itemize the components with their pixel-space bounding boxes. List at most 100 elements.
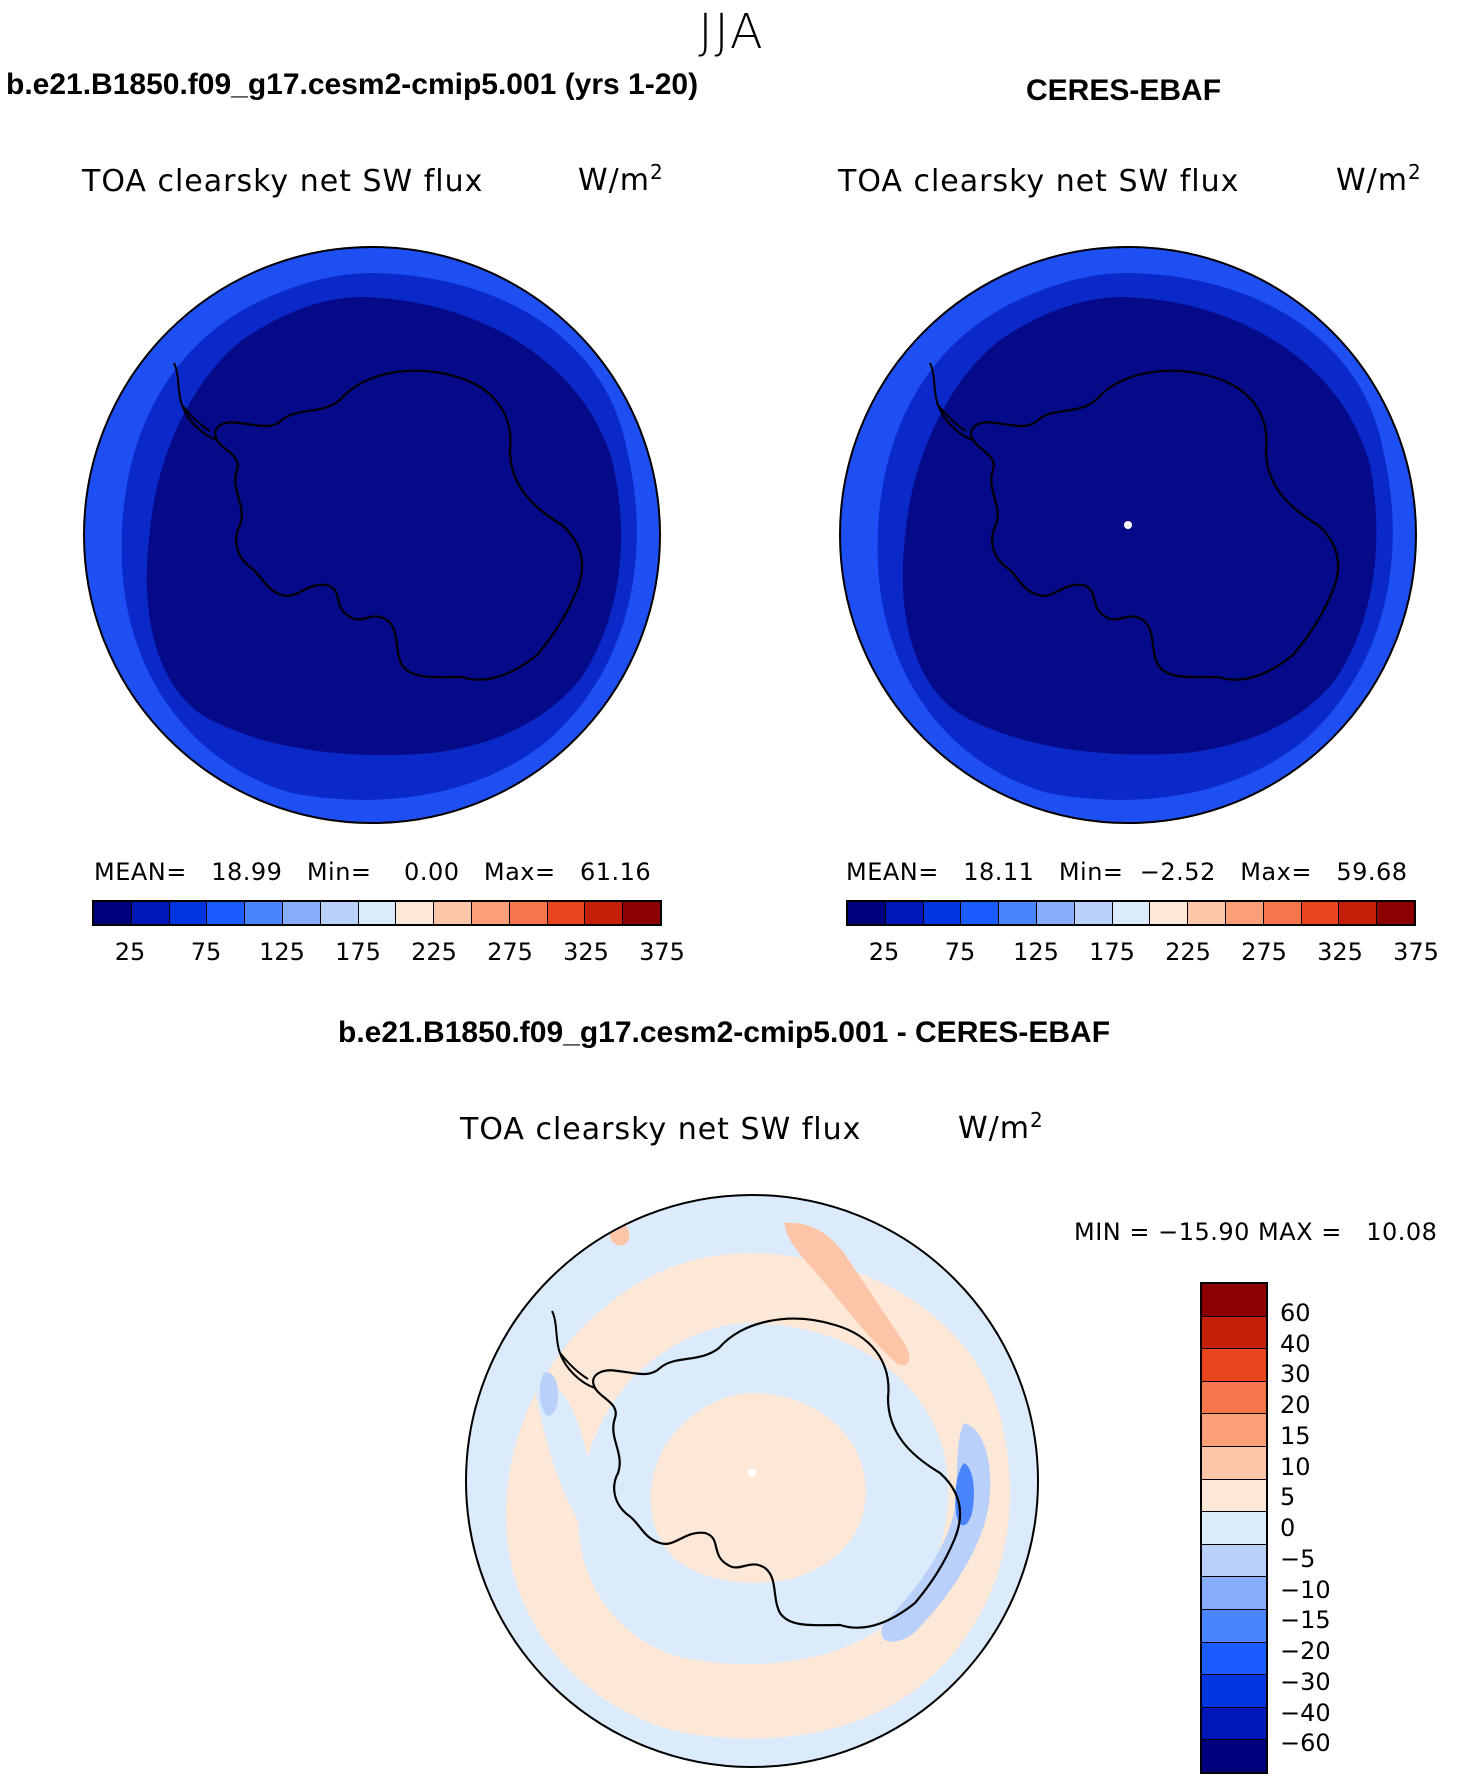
colorbar-swatch bbox=[94, 902, 132, 924]
colorbar-tick-label: −10 bbox=[1280, 1575, 1331, 1604]
panel-1-inner-field bbox=[146, 297, 622, 756]
colorbar-swatch bbox=[1301, 902, 1340, 924]
colorbar-tick-label: 275 bbox=[1241, 938, 1287, 966]
panel-1-peninsula bbox=[173, 362, 218, 441]
colorbar-tick-label: −15 bbox=[1280, 1606, 1331, 1635]
panel-3-variable: TOA clearsky net SW flux bbox=[460, 1112, 862, 1147]
colorbar-swatch bbox=[1339, 902, 1378, 924]
colorbar-swatch bbox=[1112, 902, 1151, 924]
colorbar-tick-label: 25 bbox=[114, 938, 146, 966]
panel-1-title: b.e21.B1850.f09_g17.cesm2-cmip5.001 (yrs… bbox=[6, 68, 699, 101]
panel-3-pole-dot bbox=[748, 1469, 756, 1477]
colorbar-swatch bbox=[885, 902, 924, 924]
colorbar-tick-label: 225 bbox=[1165, 938, 1211, 966]
panel-2-colorbar bbox=[846, 900, 1416, 926]
colorbar-swatch bbox=[585, 902, 624, 924]
colorbar-swatch bbox=[1202, 1349, 1266, 1382]
panel-1-stats: MEAN= 18.99 Min= 0.00 Max= 61.16 bbox=[94, 858, 652, 886]
panel-2-map bbox=[839, 246, 1417, 824]
panel-1-antarctica-coastline bbox=[214, 369, 584, 681]
colorbar-tick-label: 20 bbox=[1280, 1391, 1311, 1419]
colorbar-swatch bbox=[1202, 1284, 1266, 1317]
colorbar-tick-label: 75 bbox=[944, 938, 976, 966]
colorbar-swatch bbox=[1202, 1446, 1266, 1480]
colorbar-tick-label: 175 bbox=[1089, 938, 1135, 966]
colorbar-tick-label: 40 bbox=[1280, 1329, 1311, 1358]
panel-2-variable: TOA clearsky net SW flux bbox=[838, 164, 1240, 199]
colorbar-swatch bbox=[1202, 1740, 1266, 1772]
colorbar-swatch bbox=[1202, 1707, 1266, 1741]
colorbar-swatch bbox=[1202, 1609, 1266, 1643]
colorbar-swatch bbox=[547, 902, 586, 924]
colorbar-swatch bbox=[245, 902, 283, 924]
colorbar-tick-label: −20 bbox=[1280, 1637, 1331, 1665]
colorbar-swatch bbox=[623, 902, 660, 924]
colorbar-swatch bbox=[923, 902, 962, 924]
panel-1-variable: TOA clearsky net SW flux bbox=[82, 164, 484, 199]
panel-3-peninsula bbox=[551, 1310, 596, 1389]
colorbar-tick-label: −60 bbox=[1280, 1729, 1331, 1758]
panel-3-negative-band-ring bbox=[578, 1323, 949, 1665]
colorbar-swatch bbox=[1202, 1642, 1266, 1676]
panel-1-map bbox=[83, 246, 661, 824]
panel-1-colorbar-ticks: 25 75 125 175 225 275 325 375 bbox=[92, 938, 685, 968]
colorbar-swatch bbox=[848, 902, 886, 924]
panel-2-antarctica-coastline bbox=[970, 369, 1340, 681]
colorbar-swatch bbox=[1202, 1675, 1266, 1708]
colorbar-tick-label: 325 bbox=[563, 938, 609, 966]
colorbar-swatch bbox=[1202, 1577, 1266, 1610]
panel-3-colorbar-ticks: 60 40 30 20 15 10 5 0 −5 −10 −15 −20 −30 −40 −60 bbox=[1280, 1282, 1360, 1774]
colorbar-tick-label: 30 bbox=[1280, 1360, 1311, 1389]
colorbar-tick-label: 275 bbox=[487, 938, 533, 966]
colorbar-swatch bbox=[207, 902, 246, 924]
panel-3-negative-west-coast bbox=[534, 1381, 634, 1556]
colorbar-swatch bbox=[1377, 902, 1414, 924]
colorbar-swatch bbox=[1225, 902, 1264, 924]
panel-3-map bbox=[465, 1194, 1039, 1768]
colorbar-swatch bbox=[434, 902, 472, 924]
panel-2-stats: MEAN= 18.11 Min= −2.52 Max= 59.68 bbox=[846, 858, 1408, 886]
colorbar-swatch bbox=[1202, 1381, 1266, 1415]
colorbar-swatch bbox=[1036, 902, 1075, 924]
colorbar-tick-label: −5 bbox=[1280, 1544, 1316, 1573]
panel-2-pole-dot bbox=[1124, 521, 1132, 529]
colorbar-swatch bbox=[1150, 902, 1189, 924]
colorbar-tick-label: 125 bbox=[1013, 938, 1059, 966]
colorbar-tick-label: 25 bbox=[868, 938, 900, 966]
colorbar-tick-label: 60 bbox=[1280, 1298, 1311, 1327]
colorbar-tick-label: 0 bbox=[1280, 1514, 1296, 1542]
panel-3-positive-streak bbox=[784, 1222, 910, 1366]
colorbar-swatch bbox=[471, 902, 510, 924]
colorbar-swatch bbox=[169, 902, 208, 924]
colorbar-tick-label: 15 bbox=[1280, 1421, 1311, 1450]
colorbar-tick-label: 10 bbox=[1280, 1452, 1311, 1481]
colorbar-swatch bbox=[1263, 902, 1302, 924]
colorbar-swatch bbox=[282, 902, 321, 924]
colorbar-swatch bbox=[1202, 1512, 1266, 1545]
panel-2-title: CERES-EBAF bbox=[1026, 74, 1222, 107]
figure-title: JJA bbox=[698, 4, 765, 60]
colorbar-tick-label: 225 bbox=[411, 938, 457, 966]
panel-3-negative-west-strong bbox=[539, 1372, 559, 1416]
colorbar-tick-label: 75 bbox=[190, 938, 222, 966]
colorbar-swatch bbox=[961, 902, 1000, 924]
panel-3-stats: MIN = −15.90 MAX = 10.08 bbox=[1074, 1218, 1438, 1246]
panel-2-units: W/m2 bbox=[1336, 160, 1422, 198]
colorbar-tick-label: 5 bbox=[1280, 1483, 1296, 1512]
colorbar-tick-label: −30 bbox=[1280, 1667, 1331, 1696]
panel-2-colorbar-ticks: 25 75 125 175 225 275 325 375 bbox=[846, 938, 1439, 968]
colorbar-swatch bbox=[1202, 1479, 1266, 1513]
colorbar-tick-label: 125 bbox=[259, 938, 305, 966]
colorbar-tick-label: 325 bbox=[1317, 938, 1363, 966]
colorbar-tick-label: −40 bbox=[1280, 1698, 1331, 1727]
colorbar-swatch bbox=[1202, 1414, 1266, 1447]
panel-3-title: b.e21.B1850.f09_g17.cesm2-cmip5.001 - CE… bbox=[338, 1016, 1111, 1049]
colorbar-tick-label: 375 bbox=[639, 938, 685, 966]
colorbar-swatch bbox=[509, 902, 548, 924]
colorbar-swatch bbox=[396, 902, 435, 924]
colorbar-swatch bbox=[1074, 902, 1113, 924]
colorbar-swatch bbox=[999, 902, 1037, 924]
panel-1-colorbar bbox=[92, 900, 662, 926]
panel-3-colorbar bbox=[1200, 1282, 1268, 1774]
colorbar-swatch bbox=[1202, 1544, 1266, 1578]
